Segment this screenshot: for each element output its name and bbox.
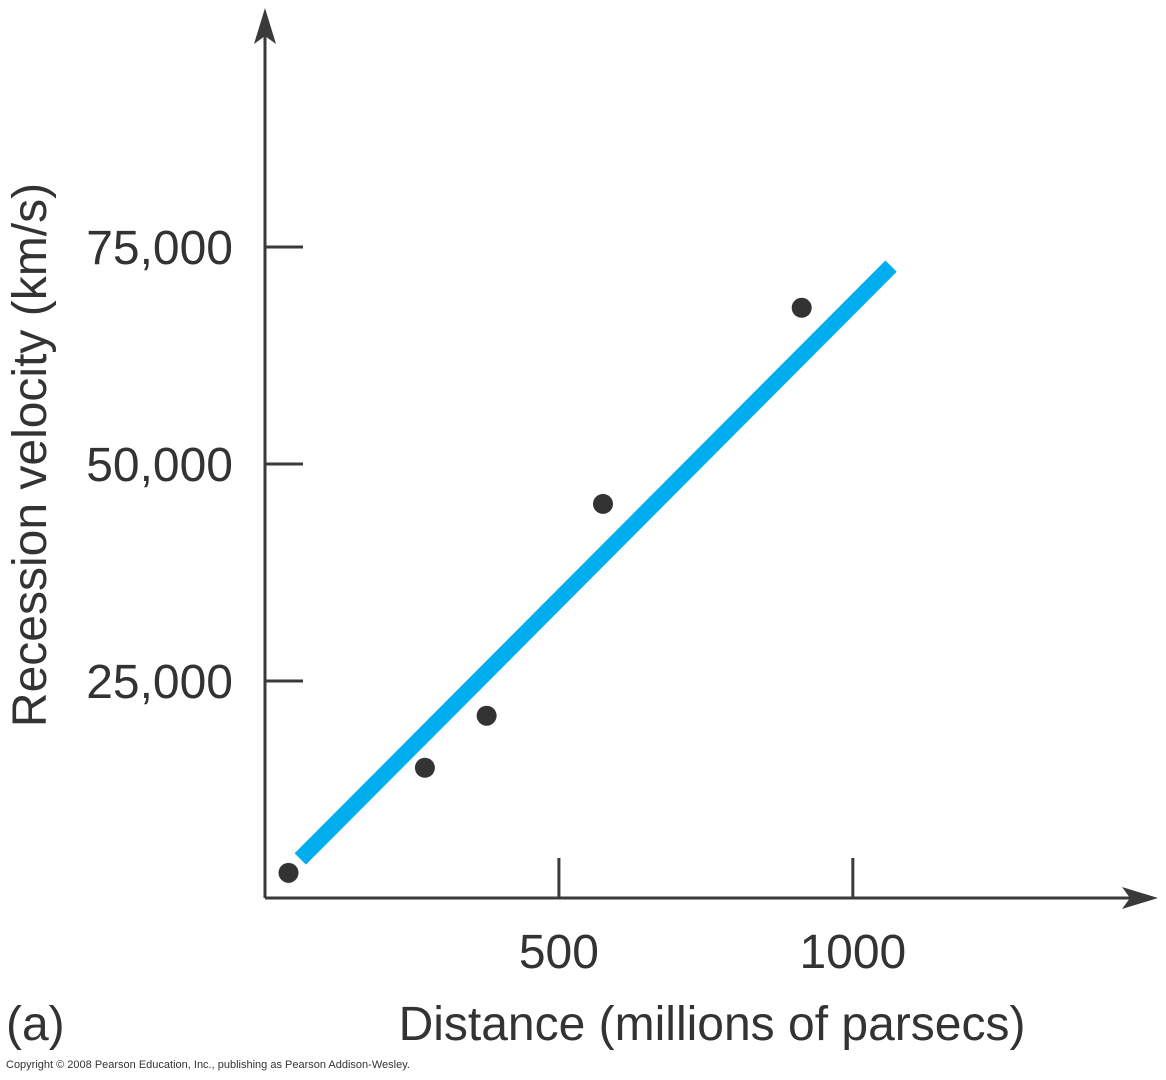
data-point xyxy=(791,297,812,318)
x-axis-arrowhead xyxy=(1122,887,1158,909)
data-point xyxy=(278,862,299,883)
fit-line-group xyxy=(294,260,897,865)
x-axis-title: Distance (millions of parsecs) xyxy=(399,998,1026,1051)
copyright-notice: Copyright © 2008 Pearson Education, Inc.… xyxy=(6,1059,410,1071)
data-point xyxy=(476,705,497,726)
y-tick-label: 25,000 xyxy=(86,656,233,709)
x-tick-label: 1000 xyxy=(799,926,906,979)
y-tick-label: 75,000 xyxy=(86,222,233,275)
y-tick-label: 50,000 xyxy=(86,439,233,492)
x-tick-label: 500 xyxy=(519,926,599,979)
x-ticks: 500 1000 xyxy=(519,858,906,979)
panel-label: (a) xyxy=(6,998,65,1051)
y-axis-arrowhead xyxy=(254,8,276,44)
data-point xyxy=(414,757,435,778)
data-point xyxy=(593,493,614,514)
y-ticks: 25,000 50,000 75,000 xyxy=(86,222,303,709)
y-axis-title: Recession velocity (km/s) xyxy=(4,183,57,727)
data-points xyxy=(278,297,812,883)
fit-line xyxy=(294,260,897,865)
